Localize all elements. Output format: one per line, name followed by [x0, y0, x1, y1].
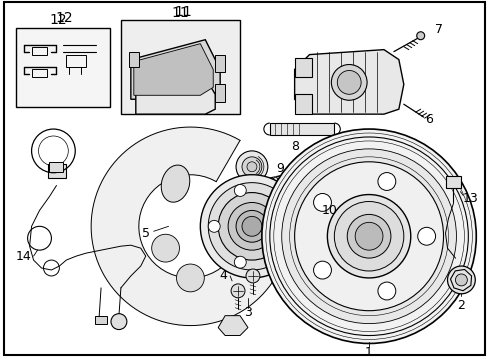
Circle shape: [234, 256, 246, 268]
Circle shape: [208, 183, 295, 270]
Bar: [95, 316, 107, 324]
Text: 7: 7: [434, 23, 442, 36]
Bar: [269, 123, 334, 135]
Circle shape: [231, 284, 244, 298]
Circle shape: [245, 269, 259, 283]
Ellipse shape: [161, 165, 189, 202]
Bar: [121, 20, 240, 114]
Bar: [32, 47, 47, 55]
Text: 3: 3: [244, 306, 251, 319]
Polygon shape: [240, 174, 314, 228]
Circle shape: [208, 220, 220, 232]
Circle shape: [242, 157, 262, 177]
Circle shape: [276, 243, 288, 255]
Bar: [66, 55, 86, 67]
Bar: [16, 28, 110, 107]
Circle shape: [234, 184, 246, 197]
Text: 11: 11: [171, 6, 189, 20]
Circle shape: [296, 60, 310, 75]
Bar: [129, 51, 139, 67]
Circle shape: [111, 314, 126, 329]
Text: 6: 6: [424, 113, 432, 126]
Text: 14: 14: [16, 249, 31, 262]
Circle shape: [377, 282, 395, 300]
Circle shape: [236, 151, 267, 183]
Circle shape: [354, 222, 382, 250]
Circle shape: [313, 261, 331, 279]
Circle shape: [454, 274, 467, 286]
Circle shape: [377, 172, 395, 190]
Circle shape: [288, 190, 300, 202]
Bar: [215, 55, 224, 72]
Circle shape: [294, 162, 443, 311]
Circle shape: [296, 97, 310, 111]
Text: 12: 12: [49, 13, 66, 27]
Circle shape: [416, 32, 424, 40]
Bar: [32, 69, 47, 77]
Text: 13: 13: [462, 192, 477, 205]
Circle shape: [447, 266, 474, 294]
Bar: [294, 94, 312, 114]
Bar: [294, 58, 312, 77]
Text: 12: 12: [56, 11, 73, 25]
Circle shape: [176, 264, 204, 292]
Text: 4: 4: [219, 269, 226, 283]
Polygon shape: [136, 77, 215, 114]
Bar: [445, 176, 461, 188]
Circle shape: [326, 194, 410, 278]
Circle shape: [313, 193, 331, 211]
Circle shape: [242, 216, 262, 236]
Polygon shape: [134, 44, 213, 95]
Circle shape: [218, 193, 285, 260]
Bar: [49, 162, 63, 172]
Bar: [48, 164, 66, 178]
Circle shape: [246, 162, 256, 172]
Circle shape: [276, 198, 288, 210]
Circle shape: [251, 188, 264, 199]
Circle shape: [281, 149, 455, 324]
Text: 11: 11: [174, 5, 192, 19]
Circle shape: [228, 202, 275, 250]
Circle shape: [331, 64, 366, 100]
Circle shape: [334, 202, 403, 271]
Bar: [215, 84, 224, 102]
Circle shape: [264, 194, 284, 213]
Circle shape: [417, 227, 435, 245]
Circle shape: [256, 186, 292, 221]
Circle shape: [236, 211, 267, 242]
Circle shape: [200, 175, 303, 278]
Polygon shape: [131, 40, 220, 99]
Text: 9: 9: [275, 162, 283, 175]
Circle shape: [262, 129, 475, 343]
Circle shape: [151, 234, 179, 262]
Circle shape: [337, 71, 361, 94]
Text: 5: 5: [142, 227, 149, 240]
Circle shape: [346, 215, 390, 258]
Text: 8: 8: [290, 140, 298, 153]
Text: 10: 10: [321, 204, 337, 217]
Polygon shape: [218, 316, 247, 336]
Polygon shape: [294, 50, 403, 114]
Text: 2: 2: [456, 299, 465, 312]
Text: 1: 1: [365, 346, 372, 359]
Polygon shape: [91, 127, 289, 325]
